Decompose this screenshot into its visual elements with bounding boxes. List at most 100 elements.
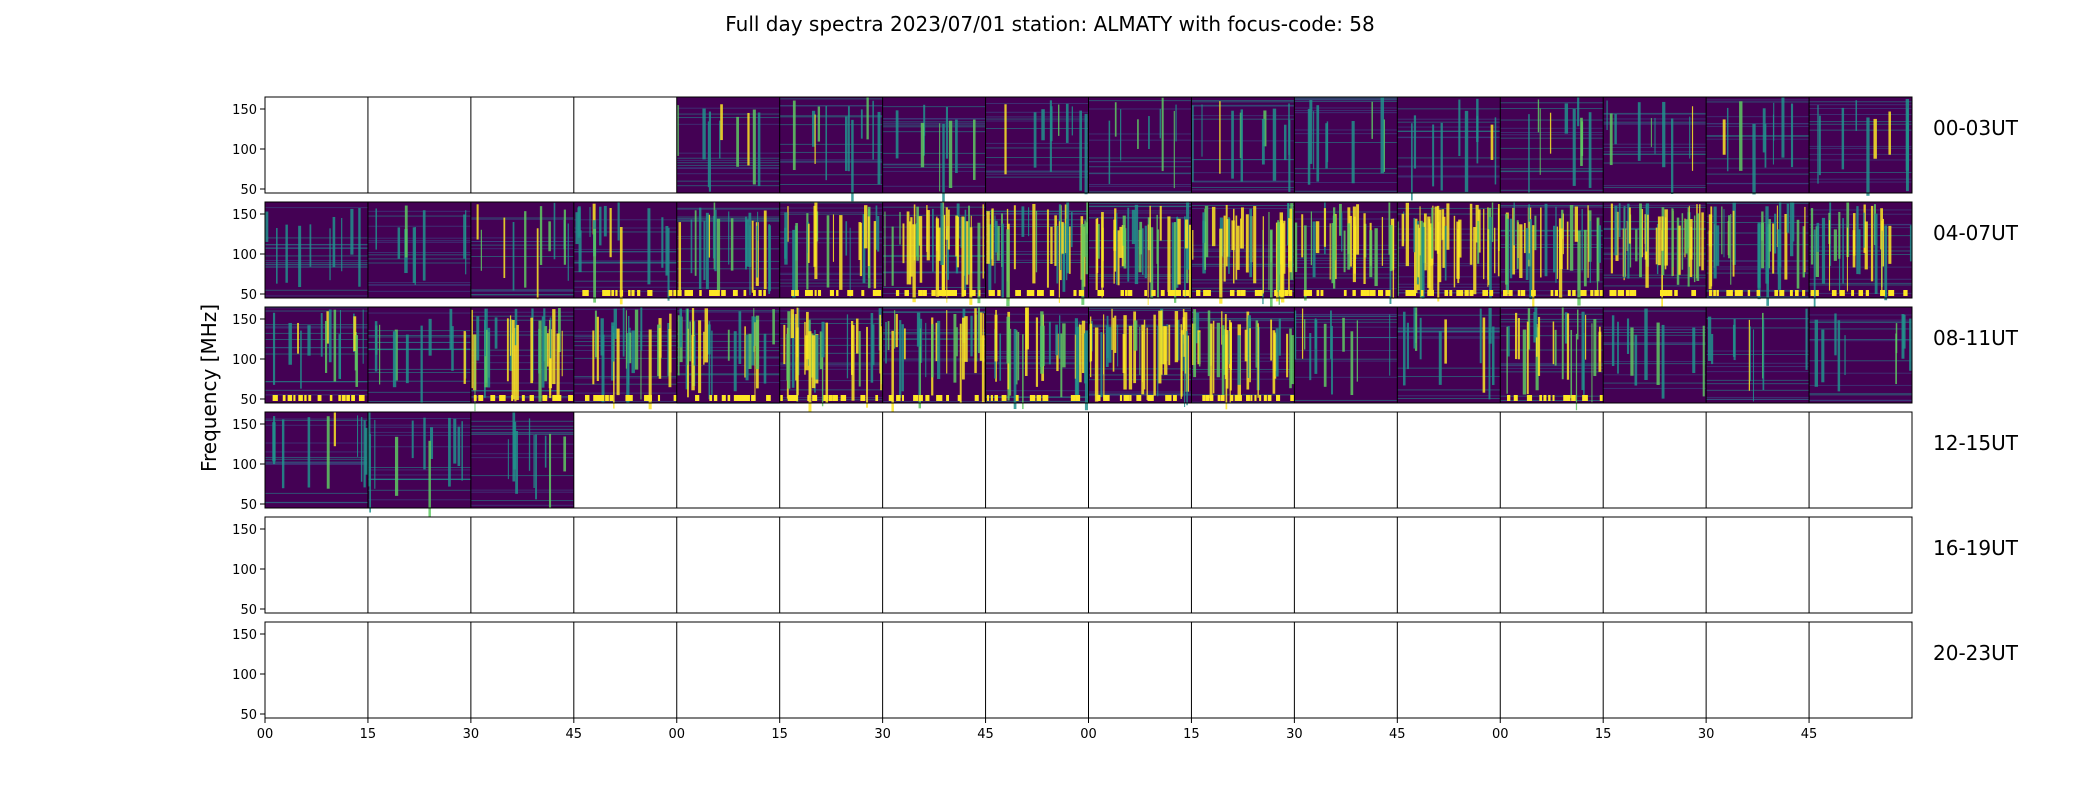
- spectrum-burst: [1905, 98, 1910, 171]
- spectrum-burst: [708, 111, 712, 192]
- spectrum-line: [1397, 395, 1501, 397]
- spectrum-burst: [1429, 223, 1434, 296]
- x-tick-label: 00: [1080, 727, 1097, 742]
- row-frame: [264, 516, 1913, 614]
- spectrum-panel: [367, 517, 471, 613]
- spectrum-line: [470, 431, 574, 433]
- spectrum-burst: [661, 217, 664, 268]
- spectrum-line: [367, 251, 471, 253]
- panel-background: [1397, 412, 1501, 508]
- spectrum-band: [556, 395, 560, 401]
- spectrum-burst: [333, 309, 337, 382]
- spectrum-burst: [1814, 319, 1819, 387]
- spectrum-panel: [1396, 622, 1501, 718]
- spectrum-band: [847, 290, 852, 296]
- spectrum-line: [1294, 358, 1398, 360]
- spectrum-burst: [945, 207, 948, 240]
- spectrum-burst: [1556, 226, 1558, 279]
- spectrum-panel: [573, 307, 678, 410]
- spectrum-band: [1594, 290, 1599, 296]
- spectrum-band: [1774, 290, 1779, 296]
- spectrum-band: [737, 395, 741, 401]
- spectrum-burst: [617, 202, 620, 241]
- spectrum-burst: [556, 333, 560, 395]
- spectrum-panel: [1293, 517, 1398, 613]
- spectrum-burst: [1596, 217, 1600, 282]
- spectrum-line: [1088, 108, 1192, 110]
- spectrum-burst: [1055, 324, 1058, 356]
- spectrum-line: [265, 237, 368, 239]
- panel-background: [1809, 412, 1912, 508]
- spectrum-band: [1503, 290, 1508, 296]
- spectrum-band: [1254, 290, 1259, 296]
- spectrum-line: [470, 289, 574, 291]
- spectrum-burst: [1216, 322, 1220, 378]
- spectrum-line: [265, 310, 368, 312]
- spectrum-line: [1294, 107, 1398, 109]
- spectrum-line: [1603, 184, 1707, 186]
- spectrum-burst: [1157, 229, 1159, 298]
- spectrum-line: [1500, 349, 1604, 351]
- spectrum-panel: [1293, 202, 1398, 304]
- spectrum-burst: [1269, 229, 1273, 308]
- spectrum-panel: [1602, 202, 1707, 309]
- spectrum-band: [600, 395, 604, 401]
- spectrum-line: [1191, 320, 1295, 322]
- panel-background: [985, 517, 1089, 613]
- spectrum-burst: [808, 223, 810, 263]
- spectrum-band: [969, 290, 973, 296]
- spectrum-burst: [1421, 226, 1425, 299]
- spectrum-burst: [1577, 309, 1579, 340]
- spectrum-panel: [1396, 202, 1501, 302]
- spectrum-line: [676, 287, 780, 289]
- spectrum-line: [1191, 181, 1295, 183]
- spectrum-line: [1088, 393, 1192, 395]
- spectrum-line: [1603, 253, 1707, 255]
- spectrum-line: [779, 143, 883, 145]
- spectrum-burst: [575, 212, 579, 245]
- spectrum-band: [1590, 290, 1594, 296]
- spectrum-line: [676, 373, 780, 375]
- spectrum-line: [265, 394, 368, 396]
- spectrum-burst: [558, 307, 561, 353]
- spectrum-line: [985, 103, 1089, 105]
- panel-background: [1500, 97, 1604, 193]
- spectrum-band: [804, 290, 809, 296]
- spectrum-panel: [1088, 202, 1193, 305]
- spectrum-line: [573, 357, 677, 359]
- x-tick-label: 30: [1698, 727, 1715, 742]
- spectrum-line: [1706, 183, 1810, 185]
- spectrum-burst: [1566, 221, 1569, 270]
- spectrum-burst: [703, 221, 706, 281]
- spectrum-line: [985, 147, 1089, 149]
- spectrum-band: [298, 395, 303, 401]
- spectrum-burst: [1405, 202, 1410, 267]
- spectrum-burst: [640, 307, 643, 351]
- spectrum-burst: [1804, 206, 1806, 273]
- spectrum-burst: [1813, 229, 1816, 311]
- spectrum-band: [1124, 395, 1130, 401]
- spectrum-line: [265, 456, 368, 458]
- spectrum-line: [676, 207, 780, 209]
- spectrum-burst: [1778, 202, 1782, 268]
- spectrum-band: [1734, 290, 1739, 296]
- spectrum-panel: [1190, 622, 1295, 718]
- spectrum-band: [766, 395, 771, 401]
- spectrum-burst: [714, 209, 717, 272]
- spectrum-line: [676, 167, 780, 169]
- spectrum-burst: [1253, 206, 1257, 284]
- y-tick-label: 100: [232, 458, 257, 473]
- spectrum-line: [676, 123, 780, 125]
- spectrum-panel: [1499, 307, 1604, 411]
- spectrum-burst: [1437, 221, 1440, 302]
- spectrum-band: [978, 290, 981, 296]
- spectrum-line: [1294, 326, 1398, 328]
- spectrum-line: [1603, 277, 1707, 279]
- spectrum-line: [1294, 337, 1398, 339]
- spectrum-line: [676, 173, 780, 175]
- y-tick-label: 50: [240, 498, 257, 513]
- spectrum-band: [625, 395, 629, 401]
- spectrum-panel: [1705, 97, 1810, 195]
- spectrum-burst: [625, 310, 627, 369]
